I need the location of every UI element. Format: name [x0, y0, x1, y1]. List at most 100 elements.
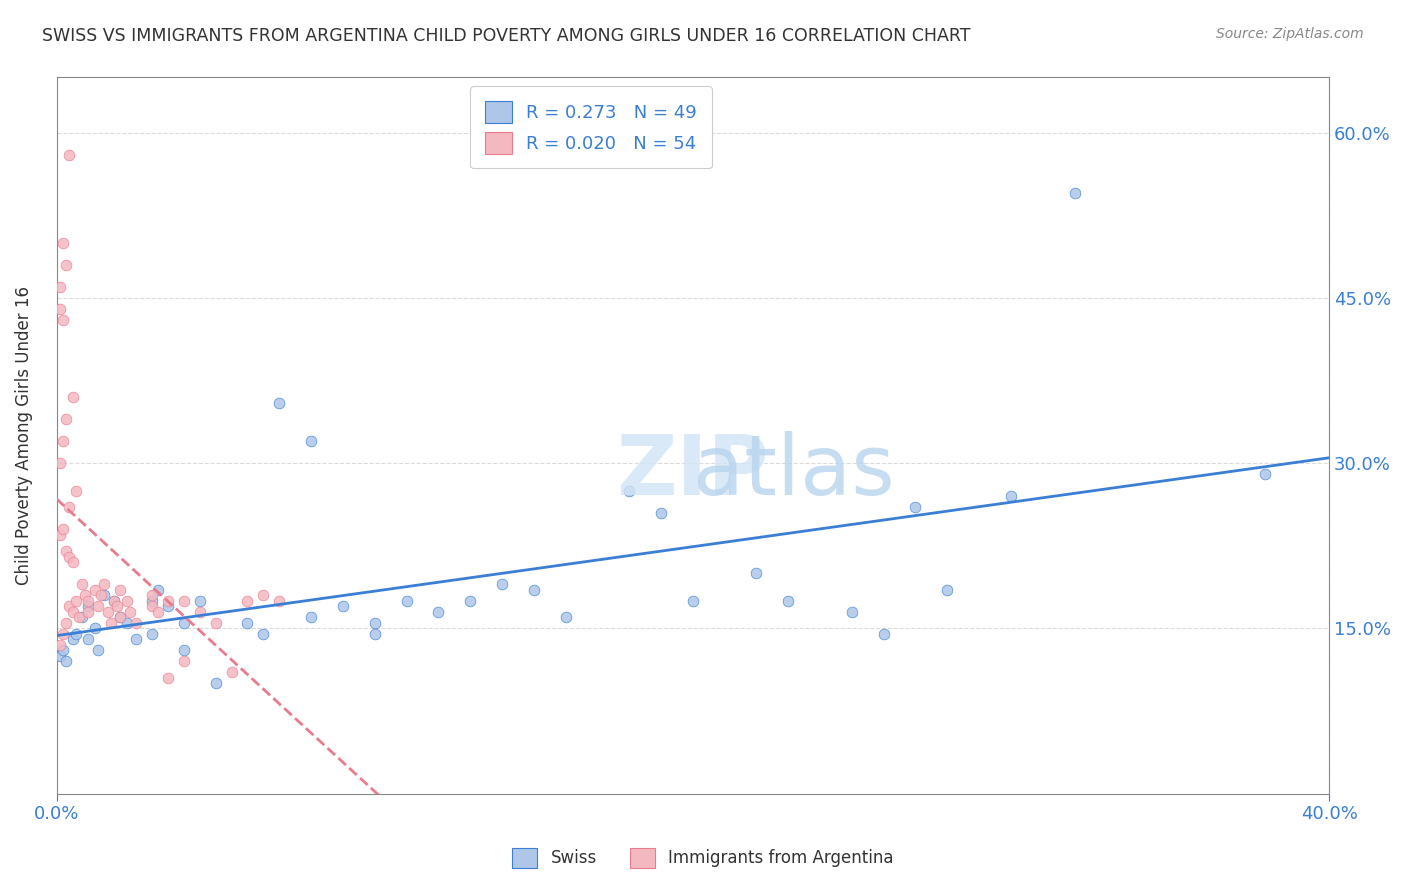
Point: [110, 610, 132, 624]
Point: [118, 605, 141, 619]
Point: [100, 615, 122, 630]
Point: [148, 605, 170, 619]
Point: [650, 506, 672, 520]
Point: [52, 313, 75, 327]
Y-axis label: Child Poverty Among Girls Under 16: Child Poverty Among Girls Under 16: [15, 286, 32, 585]
Point: [269, 395, 291, 409]
Point: [904, 500, 927, 515]
Point: [58, 549, 80, 564]
Point: [173, 643, 195, 657]
Point: [62, 390, 84, 404]
Point: [49, 280, 72, 294]
Point: [77, 632, 100, 647]
Point: [49, 301, 72, 316]
Point: [236, 594, 259, 608]
Point: [105, 599, 128, 614]
Point: [141, 594, 163, 608]
Point: [103, 594, 125, 608]
Point: [156, 671, 179, 685]
Point: [83, 582, 105, 597]
Point: [58, 500, 80, 515]
Point: [269, 594, 291, 608]
Point: [93, 588, 115, 602]
Point: [70, 577, 93, 591]
Point: [299, 610, 322, 624]
Point: [1254, 467, 1277, 482]
Point: [236, 615, 259, 630]
Point: [55, 412, 77, 426]
Point: [204, 615, 226, 630]
Point: [65, 594, 87, 608]
Point: [62, 555, 84, 569]
Point: [125, 632, 148, 647]
Point: [395, 594, 418, 608]
Point: [103, 594, 125, 608]
Point: [745, 566, 768, 581]
Point: [523, 582, 546, 597]
Point: [49, 648, 72, 663]
Point: [83, 621, 105, 635]
Point: [458, 594, 481, 608]
Point: [299, 434, 322, 448]
Point: [936, 582, 959, 597]
Point: [70, 610, 93, 624]
Point: [77, 594, 100, 608]
Point: [58, 599, 80, 614]
Point: [55, 615, 77, 630]
Point: [65, 483, 87, 498]
Legend: Swiss, Immigrants from Argentina: Swiss, Immigrants from Argentina: [506, 841, 900, 875]
Point: [491, 577, 513, 591]
Point: [49, 456, 72, 470]
Point: [75, 588, 97, 602]
Point: [49, 527, 72, 541]
Point: [55, 258, 77, 272]
Point: [49, 638, 72, 652]
Point: [221, 665, 243, 680]
Legend: R = 0.273   N = 49, R = 0.020   N = 54: R = 0.273 N = 49, R = 0.020 N = 54: [471, 87, 711, 169]
Point: [96, 605, 118, 619]
Point: [188, 605, 211, 619]
Point: [173, 594, 195, 608]
Point: [77, 605, 100, 619]
Text: Source: ZipAtlas.com: Source: ZipAtlas.com: [1216, 27, 1364, 41]
Point: [55, 544, 77, 558]
Point: [110, 582, 132, 597]
Point: [65, 627, 87, 641]
Point: [173, 615, 195, 630]
Point: [52, 434, 75, 448]
Point: [252, 588, 274, 602]
Point: [778, 594, 800, 608]
Point: [619, 483, 641, 498]
Point: [62, 605, 84, 619]
Point: [554, 610, 576, 624]
Point: [87, 643, 110, 657]
Point: [87, 599, 110, 614]
Point: [110, 610, 132, 624]
Point: [156, 599, 179, 614]
Point: [67, 610, 90, 624]
Point: [93, 577, 115, 591]
Point: [52, 627, 75, 641]
Point: [841, 605, 863, 619]
Point: [1063, 186, 1085, 201]
Point: [364, 615, 387, 630]
Point: [173, 655, 195, 669]
Point: [52, 643, 75, 657]
Point: [55, 655, 77, 669]
Point: [188, 594, 211, 608]
Point: [148, 582, 170, 597]
Point: [52, 235, 75, 250]
Point: [141, 588, 163, 602]
Point: [204, 676, 226, 690]
Point: [156, 594, 179, 608]
Point: [252, 627, 274, 641]
Point: [58, 147, 80, 161]
Point: [125, 615, 148, 630]
Text: atlas: atlas: [693, 431, 894, 512]
Point: [364, 627, 387, 641]
Point: [141, 627, 163, 641]
Point: [62, 632, 84, 647]
Point: [115, 615, 138, 630]
Text: SWISS VS IMMIGRANTS FROM ARGENTINA CHILD POVERTY AMONG GIRLS UNDER 16 CORRELATIO: SWISS VS IMMIGRANTS FROM ARGENTINA CHILD…: [42, 27, 970, 45]
Point: [90, 588, 112, 602]
